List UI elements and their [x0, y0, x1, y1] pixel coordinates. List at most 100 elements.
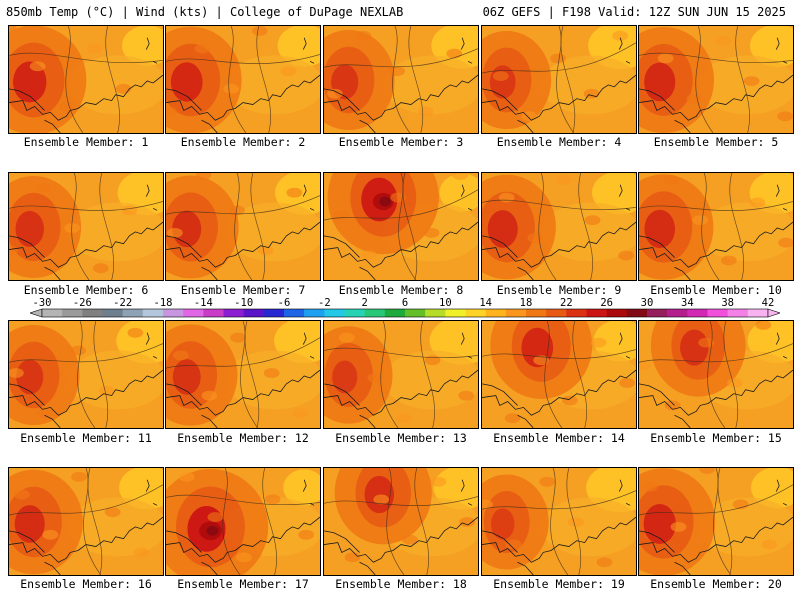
colorbar-tick-label: 22: [560, 297, 573, 309]
temperature-field-map: [166, 468, 320, 575]
colorbar-tick-label: -10: [234, 297, 253, 309]
colorbar-swatch: [344, 309, 365, 317]
colorbar-swatch: [445, 309, 466, 317]
ensemble-member-label: Ensemble Member: 11: [20, 431, 152, 445]
colorbar-swatch: [586, 309, 607, 317]
colorbar-swatch: [364, 309, 386, 317]
ensemble-member-map: [165, 467, 321, 576]
model-run-info: 06Z GEFS | F198 Valid: 12Z SUN JUN 15 20…: [482, 5, 786, 19]
temperature-field-map: [482, 321, 636, 428]
temperature-field-map: [324, 468, 478, 575]
colorbar-swatch: [243, 309, 265, 317]
colorbar-swatch: [647, 309, 668, 317]
ensemble-member-label: Ensemble Member: 20: [650, 577, 782, 591]
temperature-field-map: [639, 173, 793, 280]
ensemble-member-map: [8, 25, 164, 134]
colorbar-swatch: [263, 309, 285, 317]
colorbar-tick-label: -30: [33, 297, 52, 309]
colorbar-swatch: [405, 309, 426, 317]
ensemble-member-label: Ensemble Member: 2: [180, 135, 306, 149]
ensemble-member-map: [323, 25, 479, 134]
colorbar-swatch: [687, 309, 708, 317]
colorbar-tick-label: 26: [600, 297, 613, 309]
ensemble-member-label: Ensemble Member: 15: [650, 431, 782, 445]
temperature-colorbar: -30 -26 -22 -18 -14 -10 -6 -2 2 6 10 14 18 22 26 30 34 38…: [30, 297, 780, 319]
temperature-field-map: [9, 468, 163, 575]
colorbar-tick-label: 34: [681, 297, 694, 309]
temperature-field-map: [166, 321, 320, 428]
ensemble-member-label: Ensemble Member: 7: [180, 283, 306, 297]
colorbar-swatch: [707, 309, 728, 317]
colorbar-swatch: [747, 309, 769, 317]
colorbar-tick-label: -18: [154, 297, 173, 309]
temperature-field-map: [324, 321, 478, 428]
colorbar-swatch: [42, 309, 63, 317]
temperature-field-map: [324, 26, 478, 133]
temperature-field-map: [324, 173, 478, 280]
ensemble-member-map: [481, 172, 637, 281]
colorbar-tick-label: 38: [721, 297, 734, 309]
colorbar-arrow-right: [767, 308, 780, 318]
ensemble-member-label: Ensemble Member: 10: [650, 283, 782, 297]
ensemble-member-label: Ensemble Member: 1: [23, 135, 149, 149]
ensemble-member-map: [481, 320, 637, 429]
ensemble-member-label: Ensemble Member: 12: [177, 431, 309, 445]
ensemble-member-map: [638, 467, 794, 576]
colorbar-swatch: [526, 309, 547, 317]
colorbar-swatch: [546, 309, 567, 317]
colorbar-tick-label: 10: [439, 297, 452, 309]
colorbar-tick-label: 18: [520, 297, 533, 309]
ensemble-member-label: Ensemble Member: 5: [653, 135, 779, 149]
colorbar-swatch: [102, 309, 123, 317]
colorbar-tick-label: -22: [113, 297, 132, 309]
colorbar-tick-label: 14: [479, 297, 492, 309]
ensemble-member-map: [481, 25, 637, 134]
ensemble-member-label: Ensemble Member: 9: [496, 283, 622, 297]
colorbar-tick-label: -26: [73, 297, 92, 309]
colorbar-swatch: [727, 309, 749, 317]
temperature-field-map: [9, 26, 163, 133]
colorbar-swatch: [505, 309, 527, 317]
colorbar-swatch: [425, 309, 446, 317]
temperature-field-map: [482, 173, 636, 280]
ensemble-member-label: Ensemble Member: 16: [20, 577, 152, 591]
colorbar-swatch: [566, 309, 587, 317]
ensemble-member-label: Ensemble Member: 4: [496, 135, 622, 149]
colorbar-swatch: [667, 309, 688, 317]
colorbar-swatch: [142, 309, 164, 317]
temperature-field-map: [639, 321, 793, 428]
colorbar-swatch: [183, 309, 204, 317]
temperature-field-map: [482, 468, 636, 575]
temperature-field-map: [9, 173, 163, 280]
colorbar-swatch: [384, 309, 406, 317]
colorbar-tick-label: 2: [362, 297, 368, 309]
colorbar-swatch: [606, 309, 628, 317]
colorbar-swatch: [203, 309, 224, 317]
colorbar-tick-label: 30: [641, 297, 654, 309]
ensemble-member-map: [8, 467, 164, 576]
ensemble-member-label: Ensemble Member: 19: [493, 577, 625, 591]
temperature-field-map: [166, 173, 320, 280]
colorbar-swatch: [223, 309, 244, 317]
temperature-field-map: [639, 26, 793, 133]
ensemble-member-map: [323, 320, 479, 429]
ensemble-member-label: Ensemble Member: 8: [338, 283, 464, 297]
colorbar-swatch: [122, 309, 144, 317]
temperature-field-map: [482, 26, 636, 133]
colorbar-swatch: [485, 309, 507, 317]
ensemble-member-map: [638, 320, 794, 429]
colorbar-swatch: [626, 309, 648, 317]
colorbar-tick-label: -14: [194, 297, 213, 309]
colorbar-swatch: [163, 309, 184, 317]
ensemble-member-label: Ensemble Member: 18: [335, 577, 467, 591]
ensemble-member-map: [481, 467, 637, 576]
ensemble-member-map: [323, 172, 479, 281]
ensemble-member-map: [323, 467, 479, 576]
ensemble-member-map: [638, 25, 794, 134]
colorbar-swatch: [324, 309, 345, 317]
colorbar-swatch: [465, 309, 486, 317]
ensemble-member-label: Ensemble Member: 14: [493, 431, 625, 445]
ensemble-member-label: Ensemble Member: 3: [338, 135, 464, 149]
colorbar-tick-label: -2: [318, 297, 331, 309]
ensemble-member-label: Ensemble Member: 6: [23, 283, 149, 297]
